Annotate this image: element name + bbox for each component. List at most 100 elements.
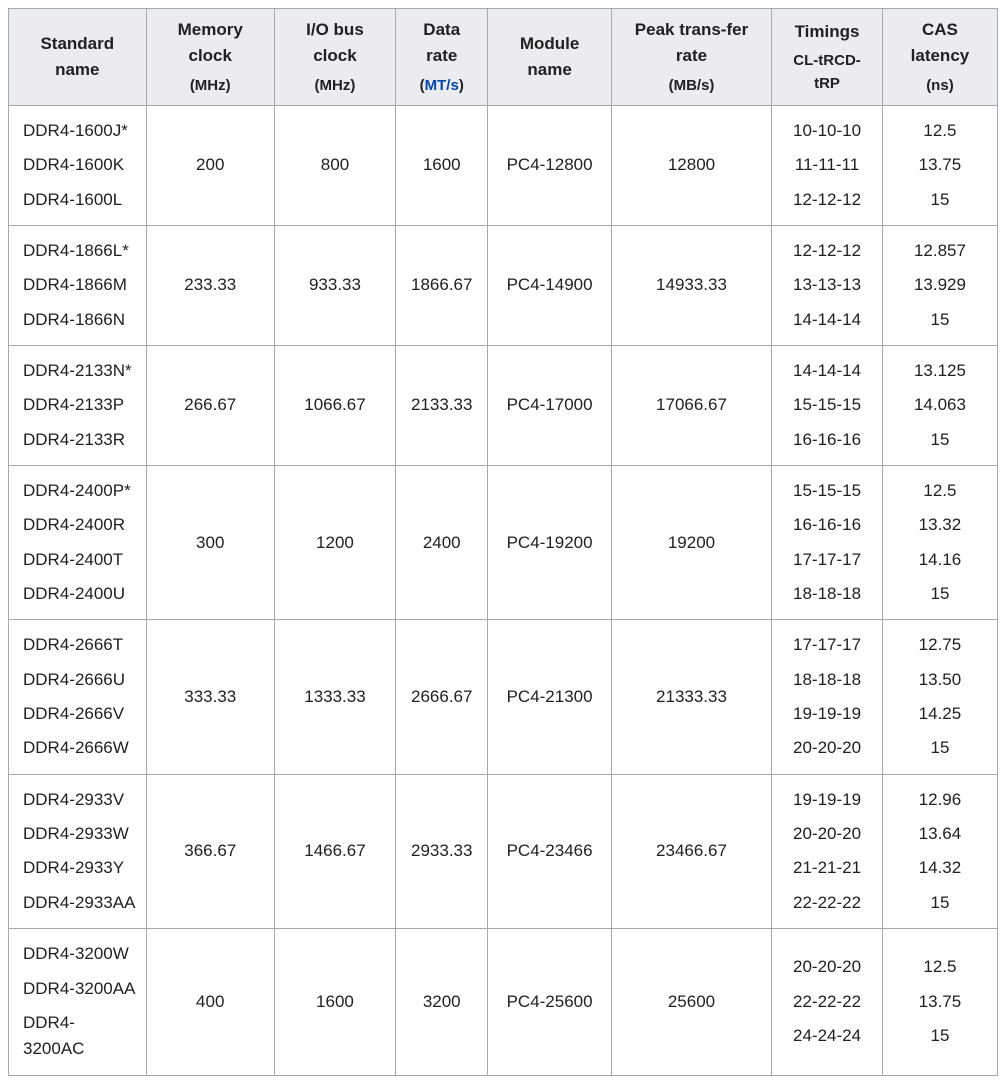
cas-line: 12.5: [893, 950, 987, 984]
standard-line: DDR4-2666W: [23, 731, 136, 765]
standard-line: DDR4-2133P: [23, 388, 136, 422]
standard: DDR4-2400P*DDR4-2400RDDR4-2400TDDR4-2400…: [9, 466, 147, 620]
timings-line: 20-20-20: [782, 817, 872, 851]
data-rate: 1600: [396, 105, 488, 225]
timings-line: 16-16-16: [782, 508, 872, 542]
table-row: DDR4-2400P*DDR4-2400RDDR4-2400TDDR4-2400…: [9, 466, 998, 620]
io-bus-clock: 1600: [274, 929, 395, 1075]
cas-line: 13.929: [893, 268, 987, 302]
header-title: Timings: [795, 22, 860, 41]
cas-line: 13.75: [893, 985, 987, 1019]
header-title: Peak trans-fer rate: [635, 20, 748, 65]
data-rate: 3200: [396, 929, 488, 1075]
table-header: Standard name Memory clock (MHz) I/O bus…: [9, 9, 998, 106]
timings-line: 17-17-17: [782, 543, 872, 577]
cas-line: 13.64: [893, 817, 987, 851]
standard: DDR4-2133N*DDR4-2133PDDR4-2133R: [9, 346, 147, 466]
table-row: DDR4-2666TDDR4-2666UDDR4-2666VDDR4-2666W…: [9, 620, 998, 774]
header-title: Memory clock: [178, 20, 243, 65]
col-data-rate: Data rate (MT/s): [396, 9, 488, 106]
timings: 20-20-2022-22-2224-24-24: [772, 929, 883, 1075]
col-standard-name: Standard name: [9, 9, 147, 106]
ddr4-spec-table: Standard name Memory clock (MHz) I/O bus…: [8, 8, 998, 1076]
standard-line: DDR4-2133N*: [23, 354, 136, 388]
peak-transfer: 25600: [611, 929, 771, 1075]
timings-line: 16-16-16: [782, 423, 872, 457]
cas-line: 12.75: [893, 628, 987, 662]
standard-line: DDR4-1600K: [23, 148, 136, 182]
timings-line: 14-14-14: [782, 303, 872, 337]
timings-line: 19-19-19: [782, 697, 872, 731]
timings-line: 11-11-11: [782, 148, 872, 182]
standard-line: DDR4-2933Y: [23, 851, 136, 885]
standard-line: DDR4-3200AC: [23, 1006, 136, 1067]
cas-line: 15: [893, 731, 987, 765]
memory-clock: 366.67: [146, 774, 274, 928]
table-row: DDR4-3200WDDR4-3200AADDR4-3200AC40016003…: [9, 929, 998, 1075]
cas: 12.7513.5014.2515: [882, 620, 997, 774]
header-title: I/O bus clock: [306, 20, 364, 65]
timings: 10-10-1011-11-1112-12-12: [772, 105, 883, 225]
standard-line: DDR4-2400P*: [23, 474, 136, 508]
timings: 17-17-1718-18-1819-19-1920-20-20: [772, 620, 883, 774]
col-memory-clock: Memory clock (MHz): [146, 9, 274, 106]
timings: 19-19-1920-20-2021-21-2122-22-22: [772, 774, 883, 928]
timings-line: 19-19-19: [782, 783, 872, 817]
peak-transfer: 12800: [611, 105, 771, 225]
peak-transfer: 21333.33: [611, 620, 771, 774]
cas-line: 12.96: [893, 783, 987, 817]
cas-line: 13.32: [893, 508, 987, 542]
standard-line: DDR4-2400T: [23, 543, 136, 577]
memory-clock: 333.33: [146, 620, 274, 774]
data-rate: 2933.33: [396, 774, 488, 928]
col-module-name: Module name: [488, 9, 611, 106]
memory-clock: 233.33: [146, 225, 274, 345]
module-name: PC4-19200: [488, 466, 611, 620]
standard-line: DDR4-2933AA: [23, 886, 136, 920]
timings-line: 22-22-22: [782, 985, 872, 1019]
memory-clock: 400: [146, 929, 274, 1075]
timings-line: 12-12-12: [782, 234, 872, 268]
standard-line: DDR4-3200AA: [23, 972, 136, 1006]
col-cas-latency: CAS latency (ns): [882, 9, 997, 106]
data-rate: 1866.67: [396, 225, 488, 345]
timings: 14-14-1415-15-1516-16-16: [772, 346, 883, 466]
table-row: DDR4-1600J*DDR4-1600KDDR4-1600L200800160…: [9, 105, 998, 225]
timings-line: 14-14-14: [782, 354, 872, 388]
timings-line: 21-21-21: [782, 851, 872, 885]
timings-line: 15-15-15: [782, 474, 872, 508]
module-name: PC4-12800: [488, 105, 611, 225]
col-peak-transfer: Peak trans-fer rate (MB/s): [611, 9, 771, 106]
memory-clock: 200: [146, 105, 274, 225]
module-name: PC4-14900: [488, 225, 611, 345]
cas-line: 13.75: [893, 148, 987, 182]
data-rate: 2666.67: [396, 620, 488, 774]
module-name: PC4-25600: [488, 929, 611, 1075]
header-title: Data rate: [423, 20, 460, 65]
cas-line: 14.25: [893, 697, 987, 731]
table-row: DDR4-2933VDDR4-2933WDDR4-2933YDDR4-2933A…: [9, 774, 998, 928]
module-name: PC4-21300: [488, 620, 611, 774]
timings: 12-12-1213-13-1314-14-14: [772, 225, 883, 345]
standard-line: DDR4-2933W: [23, 817, 136, 851]
timings: 15-15-1516-16-1617-17-1718-18-18: [772, 466, 883, 620]
table-row: DDR4-2133N*DDR4-2133PDDR4-2133R266.67106…: [9, 346, 998, 466]
col-io-bus-clock: I/O bus clock (MHz): [274, 9, 395, 106]
timings-line: 22-22-22: [782, 886, 872, 920]
io-bus-clock: 1466.67: [274, 774, 395, 928]
standard-line: DDR4-1866N: [23, 303, 136, 337]
cas-line: 15: [893, 577, 987, 611]
cas: 12.9613.6414.3215: [882, 774, 997, 928]
mts-link[interactable]: MT/s: [425, 77, 459, 94]
cas: 12.85713.92915: [882, 225, 997, 345]
io-bus-clock: 1066.67: [274, 346, 395, 466]
standard-line: DDR4-1866M: [23, 268, 136, 302]
cas-line: 15: [893, 886, 987, 920]
data-rate: 2400: [396, 466, 488, 620]
header-sub: (ns): [893, 74, 987, 97]
cas: 12.513.7515: [882, 929, 997, 1075]
timings-line: 20-20-20: [782, 950, 872, 984]
standard: DDR4-2666TDDR4-2666UDDR4-2666VDDR4-2666W: [9, 620, 147, 774]
data-rate: 2133.33: [396, 346, 488, 466]
cas-line: 15: [893, 423, 987, 457]
